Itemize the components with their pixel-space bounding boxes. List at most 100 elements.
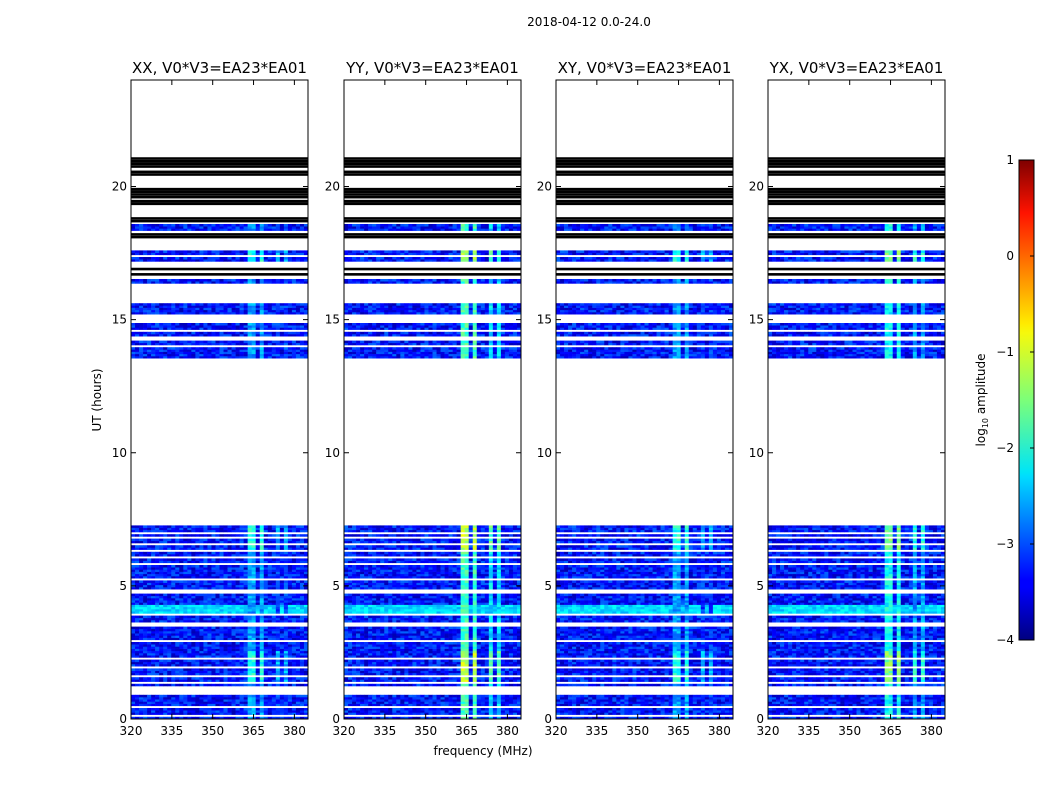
- heat-cell: [155, 677, 160, 680]
- heat-cell: [247, 551, 252, 555]
- heat-cell: [384, 679, 389, 682]
- heat-cell: [151, 598, 156, 601]
- heat-cell: [344, 683, 349, 687]
- heat-cell: [376, 648, 381, 652]
- heat-cell: [187, 648, 192, 652]
- heat-cell: [303, 661, 309, 665]
- heat-cell: [227, 558, 232, 561]
- flagged-row: [131, 202, 308, 206]
- heat-cell: [183, 615, 188, 619]
- heat-cell: [368, 650, 373, 654]
- heat-cell: [135, 353, 140, 357]
- heat-cell: [251, 677, 256, 680]
- heat-cell: [275, 576, 281, 579]
- flagged-row: [131, 190, 308, 194]
- heat-cell: [219, 334, 224, 337]
- heat-cell: [191, 644, 196, 647]
- heat-cell: [283, 683, 289, 687]
- heat-cell: [187, 587, 192, 590]
- heat-cell: [512, 677, 518, 680]
- heat-cell: [404, 659, 409, 663]
- heat-cell: [299, 593, 305, 597]
- heat-cell: [239, 252, 244, 256]
- heat-cell: [175, 703, 180, 707]
- heat-cell: [283, 628, 289, 632]
- heat-cell: [231, 303, 236, 306]
- heat-cell: [247, 334, 252, 337]
- heat-cell: [299, 525, 305, 528]
- heat-cell: [187, 554, 192, 557]
- heat-cell: [496, 694, 502, 698]
- heat-cell: [259, 571, 265, 575]
- heat-cell: [147, 228, 152, 231]
- heat-cell: [203, 565, 208, 568]
- heat-cell: [283, 257, 289, 260]
- heat-cell: [227, 307, 232, 311]
- heat-cell: [167, 635, 172, 638]
- heat-cell: [303, 635, 309, 638]
- heat-cell: [223, 628, 228, 632]
- heat-cell: [219, 587, 224, 590]
- heat-cell: [163, 620, 168, 623]
- heat-cell: [512, 703, 518, 707]
- heat-cell: [187, 602, 192, 605]
- heat-cell: [263, 644, 269, 647]
- heat-cell: [207, 224, 212, 227]
- heat-cell: [287, 351, 293, 355]
- heat-cell: [400, 653, 405, 656]
- heat-cell: [460, 697, 465, 700]
- heat-cell: [251, 683, 256, 687]
- heat-cell: [291, 661, 297, 665]
- heat-cell: [420, 716, 425, 720]
- heat-cell: [159, 628, 164, 632]
- heat-cell: [492, 710, 498, 713]
- heat-cell: [287, 650, 293, 654]
- heat-cell: [303, 573, 309, 577]
- heat-cell: [219, 527, 224, 531]
- heat-cell: [267, 334, 273, 337]
- heat-cell: [392, 655, 397, 658]
- heat-cell: [211, 633, 216, 636]
- heat-cell: [183, 527, 188, 531]
- heat-cell: [159, 529, 164, 533]
- heat-cell: [243, 224, 248, 227]
- heat-cell: [215, 600, 220, 603]
- heat-cell: [428, 712, 433, 715]
- heat-cell: [231, 646, 236, 649]
- heat-cell: [255, 595, 261, 599]
- heat-cell: [207, 683, 212, 687]
- heat-cell: [215, 587, 220, 590]
- heat-cell: [392, 701, 397, 704]
- heat-cell: [223, 527, 228, 531]
- heat-cell: [492, 708, 498, 711]
- heat-cell: [251, 712, 256, 715]
- heat-cell: [143, 598, 148, 601]
- heat-cell: [211, 353, 216, 357]
- heat-cell: [215, 252, 220, 256]
- heat-cell: [187, 668, 192, 671]
- heat-cell: [299, 554, 305, 557]
- heat-cell: [303, 580, 309, 583]
- heat-cell: [203, 325, 208, 328]
- heat-cell: [299, 620, 305, 623]
- heat-cell: [484, 701, 490, 704]
- heat-cell: [143, 309, 148, 313]
- heat-cell: [456, 712, 461, 715]
- heat-cell: [344, 694, 349, 698]
- heat-cell: [171, 305, 176, 308]
- heat-cell: [247, 642, 252, 645]
- heat-cell: [183, 323, 188, 326]
- heat-cell: [163, 323, 168, 326]
- heat-cell: [159, 527, 164, 531]
- heat-cell: [159, 228, 164, 231]
- heat-cell: [239, 349, 244, 352]
- heat-cell: [223, 312, 228, 315]
- heat-cell: [279, 281, 285, 284]
- heat-cell: [183, 584, 188, 588]
- heat-cell: [139, 699, 144, 702]
- heat-cell: [400, 694, 405, 698]
- heat-cell: [195, 334, 200, 337]
- heat-cell: [179, 593, 184, 597]
- heat-cell: [199, 644, 204, 647]
- heat-cell: [219, 677, 224, 680]
